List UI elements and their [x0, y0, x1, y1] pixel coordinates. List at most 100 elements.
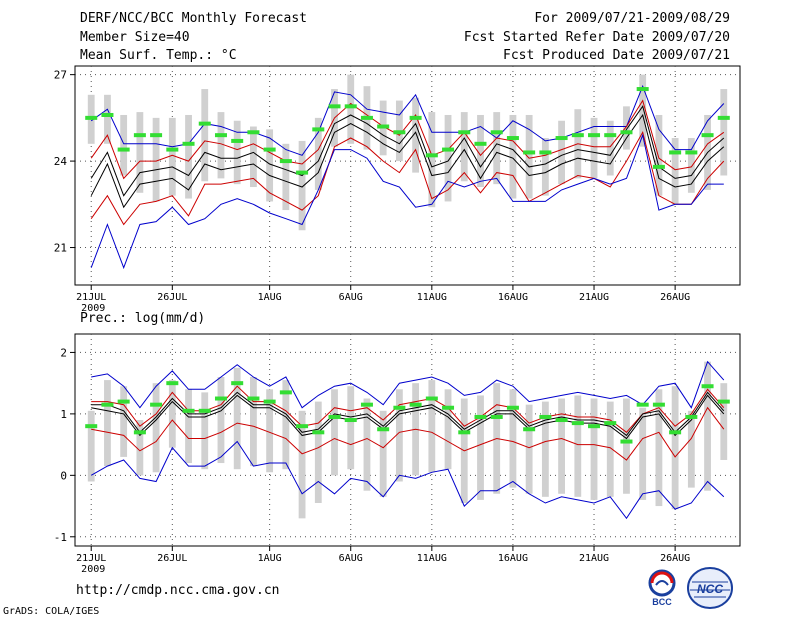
temp-line-lower [90, 113, 725, 209]
temp-observed-marker [588, 133, 601, 138]
temp-observed-marker [506, 136, 519, 141]
prec-line-mean [91, 391, 725, 437]
prec-spread-bar [590, 398, 598, 500]
prec-spread-bar [217, 377, 225, 464]
prec-xtick-label: 11AUG [417, 553, 447, 564]
prec-year-label: 2009 [81, 564, 105, 575]
temp-observed-marker [279, 159, 292, 164]
temp-spread-bar [623, 106, 630, 150]
prec-spread-bar [671, 386, 679, 510]
temp-spread-bar [444, 114, 452, 202]
temp-ytick-label: 24 [54, 155, 68, 168]
prec-observed-marker [247, 396, 260, 401]
prec-spread-bar [379, 410, 387, 497]
prec-spread-bar [298, 410, 306, 519]
prec-spread-bar [87, 410, 95, 482]
prec-spread-bar [136, 420, 144, 476]
prec-spread-bar [395, 389, 403, 482]
prec-spread-bar [477, 395, 484, 500]
temp-spread-bar [201, 89, 209, 182]
temp-xtick-label: 26AUG [660, 292, 690, 303]
prec-ytick-label: 0 [60, 469, 67, 482]
temp-spread-bar [185, 114, 192, 199]
temp-spread-bar [347, 74, 355, 144]
prec-spread-bar [331, 389, 338, 476]
temp-line-max [90, 84, 725, 156]
temp-spread-bar [509, 114, 517, 199]
prec-spread-bar [541, 401, 549, 497]
temp-observed-marker [539, 150, 552, 155]
temp-observed-marker [344, 104, 357, 109]
temp-observed-marker [458, 130, 471, 135]
temp-observed-marker [214, 133, 227, 138]
prec-spread-bar [168, 380, 176, 448]
prec-observed-marker [588, 424, 601, 429]
prec-observed-marker [571, 421, 584, 426]
temp-spread-bar [590, 117, 598, 179]
temp-spread-bar [460, 112, 468, 182]
temp-observed-marker [166, 147, 179, 152]
prec-observed-marker [328, 414, 341, 419]
prec-spread-bar [444, 389, 452, 470]
temp-line-lowest [90, 130, 725, 226]
temp-line-mean [90, 105, 725, 197]
prec-spread-bar [152, 383, 160, 473]
prec-spread-bar [639, 407, 647, 500]
prec-observed-marker [279, 390, 292, 395]
prec-line-max [91, 360, 725, 409]
prec-xtick-label: 21JUL [76, 553, 106, 564]
temp-observed-marker [685, 150, 698, 155]
prec-observed-marker [85, 424, 98, 429]
temp-observed-marker [393, 130, 406, 135]
prec-spread-bar [509, 389, 517, 488]
temp-observed-marker [555, 136, 568, 141]
prec-observed-marker [296, 424, 309, 429]
temp-observed-marker [490, 130, 503, 135]
temp-xtick-label: 21AUG [579, 292, 609, 303]
temp-observed-marker [425, 153, 438, 158]
temp-observed-marker [182, 141, 195, 146]
prec-observed-marker [523, 427, 536, 432]
temp-spread-bar [168, 117, 176, 196]
prec-observed-marker [652, 402, 665, 407]
temp-spread-bar [428, 112, 436, 208]
prec-spread-bar [250, 377, 257, 467]
prec-spread-bar [428, 380, 436, 473]
temp-spread-bar [152, 117, 160, 202]
prec-xtick-label: 6AUG [339, 553, 363, 564]
temp-xtick-label: 11AUG [417, 292, 447, 303]
prec-xtick-label: 21AUG [579, 553, 609, 564]
prec-spread-bar [185, 389, 192, 464]
temp-observed-marker [717, 115, 730, 120]
prec-observed-marker [490, 414, 503, 419]
temp-line-min [90, 133, 724, 270]
prec-ytick-label: 2 [60, 346, 67, 359]
temp-spread-bar [558, 120, 565, 185]
temp-observed-marker [571, 133, 584, 138]
temp-observed-marker [604, 133, 617, 138]
prec-xtick-label: 26JUL [157, 553, 187, 564]
temp-observed-marker [85, 115, 98, 120]
temp-xtick-label: 16AUG [498, 292, 528, 303]
prec-spread-bar [687, 410, 695, 488]
temp-xtick-label: 21JUL [76, 292, 106, 303]
temp-observed-marker [360, 115, 373, 120]
prec-spread-bar [720, 383, 728, 460]
prec-xtick-label: 26AUG [660, 553, 690, 564]
start-date: Fcst Started Refer Date 2009/07/20 [463, 30, 730, 45]
prec-observed-marker [717, 399, 730, 404]
temp-spread-bar [282, 143, 290, 211]
prec-spread-bar [558, 398, 565, 494]
prec-spread-bar [363, 398, 371, 491]
source-url[interactable]: http://cmdp.ncc.cma.gov.cn [76, 583, 280, 598]
prec-observed-marker [474, 414, 487, 419]
temp-observed-marker [231, 138, 244, 143]
temp-spread-bar [525, 114, 533, 199]
prec-title: Prec.: log(mm/d) [80, 311, 205, 326]
temp-spread-bar [477, 114, 484, 188]
prec-xtick-label: 1AUG [258, 553, 282, 564]
prec-observed-marker [214, 396, 227, 401]
prec-observed-marker [377, 427, 390, 432]
grads-credit: GrADS: COLA/IGES [3, 606, 100, 617]
temp-observed-marker [247, 130, 260, 135]
